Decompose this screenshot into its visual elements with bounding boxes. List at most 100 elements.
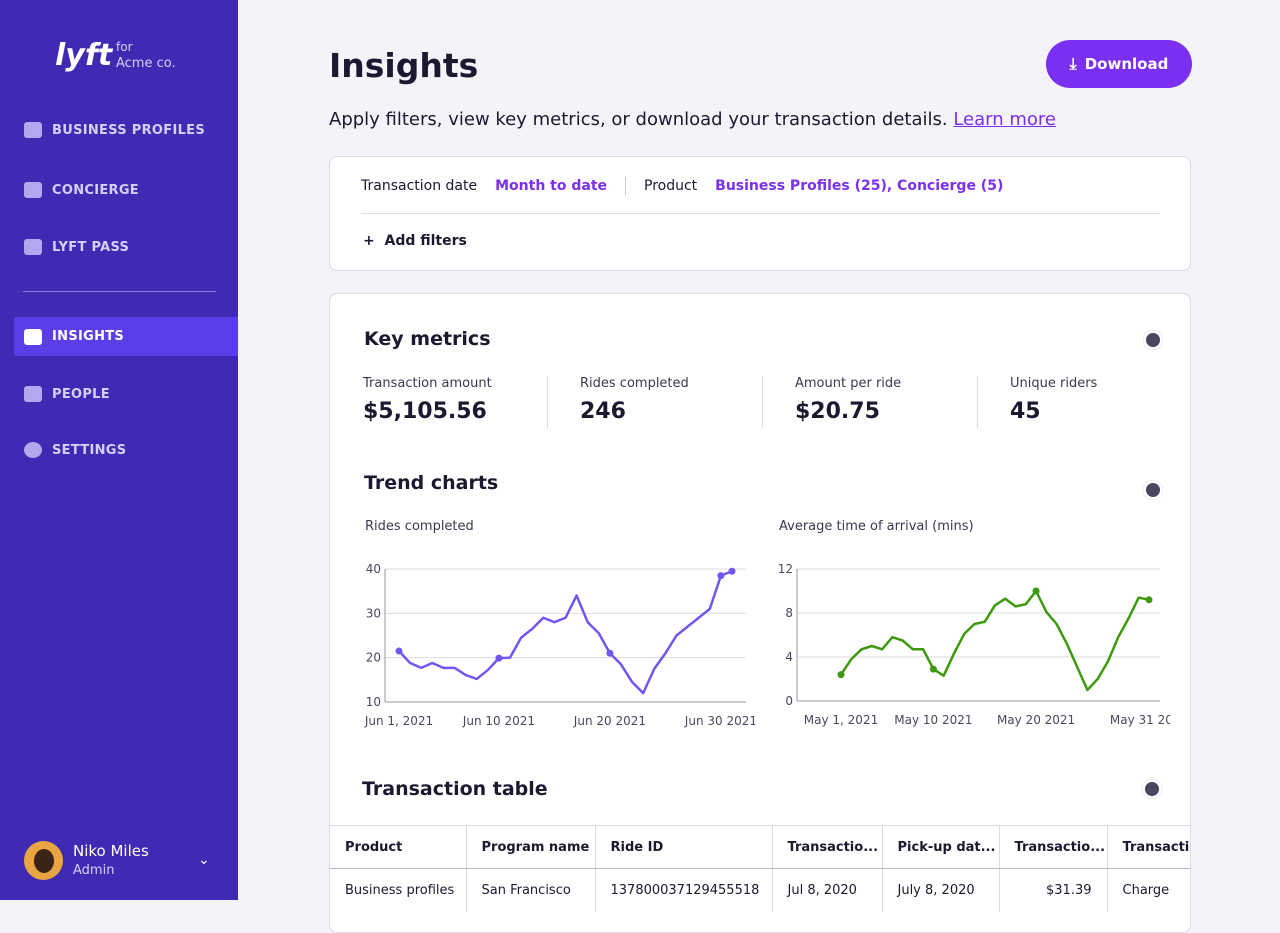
metric-label: Unique riders	[1010, 376, 1098, 391]
column-header: Transactio...	[999, 825, 1108, 869]
line	[398, 570, 733, 695]
nav-label: BUSINESS PROFILES	[52, 122, 206, 138]
nav-label: CONCIERGE	[52, 182, 139, 198]
y-tick-label: 4	[785, 650, 793, 664]
filter-value[interactable]: Business Profiles (25), Concierge (5)	[715, 178, 1004, 194]
cell: July 8, 2020	[882, 868, 1000, 912]
metric-value: $20.75	[795, 399, 880, 424]
avatar	[24, 841, 63, 880]
subtitle-text: Apply filters, view key metrics, or down…	[329, 109, 948, 130]
column-header: Product	[330, 825, 467, 869]
y-tick-label: 10	[366, 695, 381, 709]
logo-for: for	[116, 40, 133, 54]
line	[839, 589, 1150, 692]
metric-value: 45	[1010, 399, 1041, 424]
x-tick-label: Jun 10 2021	[462, 714, 535, 728]
nav-item[interactable]: PEOPLE	[24, 386, 110, 402]
nav-label: SETTINGS	[52, 442, 127, 458]
metric-label: Amount per ride	[795, 376, 902, 391]
point	[728, 567, 736, 575]
metric-label: Rides completed	[580, 376, 689, 391]
metric: Transaction amount $5,105.56	[363, 376, 492, 424]
filter-card: Transaction date Month to date Product B…	[329, 156, 1191, 271]
column-header: Program name	[466, 825, 596, 869]
y-tick-label: 8	[785, 606, 793, 620]
column-header: Transactio...	[772, 825, 883, 869]
nav-item[interactable]: SETTINGS	[24, 442, 126, 458]
nav-item[interactable]: LYFT PASS	[24, 239, 129, 255]
settings-icon[interactable]	[1143, 330, 1163, 350]
x-tick-label: May 10 2021	[894, 713, 972, 727]
subtitle: Apply filters, view key metrics, or down…	[329, 109, 1056, 130]
filter-label: Transaction date	[361, 178, 478, 194]
column-header: Pick-up dat...	[882, 825, 1000, 869]
nav-item[interactable]: CONCIERGE	[24, 182, 139, 198]
x-tick-label: Jun 20 2021	[573, 714, 646, 728]
y-tick-label: 0	[785, 694, 793, 708]
add-filters-label: Add filters	[384, 233, 467, 249]
section-title: Key metrics	[364, 328, 491, 350]
metric-value: $5,105.56	[363, 399, 487, 424]
y-tick-label: 20	[366, 651, 381, 665]
page: lyft for Acme co. BUSINESS PROFILES CONC…	[0, 0, 1192, 933]
chart: 0 4 8 12 May 1, 2021 May 10 2021 May 20 2021 Ma…	[778, 562, 1170, 727]
cell: 137800037129455518	[595, 868, 773, 912]
x-tick-label: May 20 2021	[997, 713, 1075, 727]
cell: Jul 8, 2020	[772, 868, 883, 912]
settings-icon[interactable]	[1143, 480, 1163, 500]
point	[717, 572, 725, 580]
user-menu[interactable]: ⌄	[198, 852, 210, 868]
add-filters[interactable]: + Add filters	[363, 233, 467, 249]
filter-value[interactable]: Month to date	[495, 178, 607, 194]
metric-label: Transaction amount	[363, 376, 492, 391]
cell: Business profiles	[330, 868, 467, 912]
point	[929, 665, 937, 673]
cell: Charge	[1107, 868, 1190, 912]
nav-label: PEOPLE	[52, 386, 110, 402]
button-label: Download	[1084, 55, 1169, 73]
nav-item[interactable]: BUSINESS PROFILES	[24, 122, 205, 138]
chart-title: Average time of arrival (mins)	[779, 519, 974, 534]
y-tick-label: 30	[366, 606, 381, 620]
point	[495, 654, 503, 662]
settings-icon[interactable]	[1142, 779, 1162, 799]
x-tick-label: Jun 30 2021	[684, 714, 755, 728]
chart-title: Rides completed	[365, 519, 474, 534]
nav-label: INSIGHTS	[52, 329, 125, 344]
user-name: Niko Miles	[73, 842, 149, 860]
point	[395, 647, 403, 655]
point	[606, 649, 614, 657]
x-tick-label: Jun 1, 2021	[364, 714, 433, 728]
column-header: Transactio	[1107, 825, 1190, 869]
page-title: Insights	[329, 46, 479, 85]
column-header: Ride ID	[595, 825, 773, 869]
metric: Rides completed 246	[580, 376, 689, 424]
nav-item[interactable]: INSIGHTS	[14, 317, 238, 356]
metric-value: 246	[580, 399, 626, 424]
filter-row: Transaction date Month to date Product B…	[361, 177, 1003, 195]
section-title: Transaction table	[362, 778, 548, 800]
row: Business profiles San Francisco 1378000371…	[330, 868, 1190, 912]
learn-more-link[interactable]: Learn more	[953, 109, 1056, 130]
x-tick-label: May 31 2021	[1110, 713, 1170, 727]
nav-label: LYFT PASS	[52, 239, 130, 255]
point	[1145, 596, 1153, 604]
transaction-table: Product Program name Ride ID Transactio... P…	[330, 825, 1190, 912]
logo: lyft	[55, 38, 113, 73]
point	[1032, 587, 1040, 595]
header-row: Product Program name Ride ID Transactio... P…	[330, 825, 1190, 869]
point	[837, 671, 845, 679]
cell: San Francisco	[466, 868, 596, 912]
chart: 10 20 30 40 Jun 1, 2021 Jun 10 2021 Jun 20 202…	[364, 562, 755, 728]
section-title: Trend charts	[364, 472, 499, 494]
filter-label: Product	[644, 178, 698, 194]
download-button[interactable]: ⤓ Download	[1046, 40, 1192, 88]
company: Acme co.	[116, 56, 176, 71]
cell: $31.39	[999, 868, 1108, 912]
y-tick-label: 40	[366, 562, 381, 576]
sidebar: lyft for Acme co. BUSINESS PROFILES CONC…	[0, 0, 238, 900]
user-role: Admin	[73, 863, 115, 878]
x-tick-label: May 1, 2021	[804, 713, 878, 727]
metric: Amount per ride $20.75	[795, 376, 901, 424]
y-tick-label: 12	[778, 562, 793, 576]
